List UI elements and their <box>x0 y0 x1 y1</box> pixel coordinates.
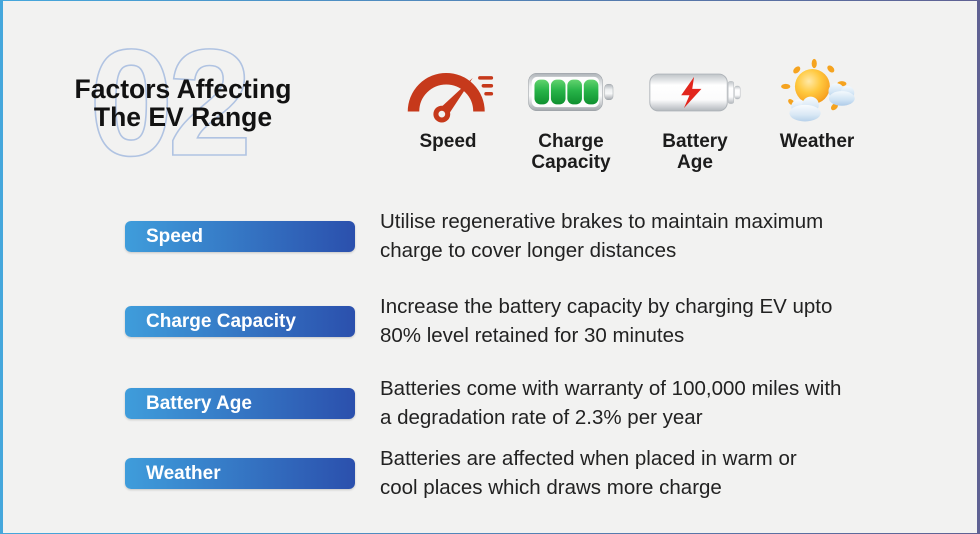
description-line: cool places which draws more charge <box>380 476 722 499</box>
description-line: Increase the battery capacity by chargin… <box>380 295 833 318</box>
factor-button-speed[interactable]: Speed <box>125 221 355 252</box>
factor-row-battery-age: Battery Age Batteries come with warranty… <box>125 374 955 440</box>
factor-description-charge-capacity: Increase the battery capacity by chargin… <box>380 292 908 350</box>
battery-age-icon <box>633 59 757 125</box>
description-line: Utilise regenerative brakes to maintain … <box>380 210 824 233</box>
page-title: Factors Affecting The EV Range <box>15 75 351 131</box>
icon-item-battery-age: Battery Age <box>633 59 757 173</box>
icon-label-battery-age: Battery Age <box>662 131 728 173</box>
factor-row-speed: Speed Utilise regenerative brakes to mai… <box>125 207 955 273</box>
section-number: 02 <box>88 18 253 188</box>
charge-capacity-battery-icon <box>509 59 633 125</box>
icon-item-speed: Speed <box>386 59 510 152</box>
factor-row-weather: Weather Batteries are affected when plac… <box>125 444 955 510</box>
description-line: Batteries come with warranty of 100,000 … <box>380 377 842 400</box>
factor-button-charge-capacity[interactable]: Charge Capacity <box>125 306 355 337</box>
factor-button-battery-age[interactable]: Battery Age <box>125 388 355 419</box>
description-line: charge to cover longer distances <box>380 239 677 262</box>
icon-label-charge-capacity: Charge Capacity <box>531 131 611 173</box>
icon-label-speed: Speed <box>419 131 477 152</box>
factor-row-charge-capacity: Charge Capacity Increase the battery cap… <box>125 292 955 358</box>
description-line: Batteries are affected when placed in wa… <box>380 447 797 470</box>
speedometer-icon <box>386 59 510 125</box>
factor-description-weather: Batteries are affected when placed in wa… <box>380 444 908 502</box>
factor-description-battery-age: Batteries come with warranty of 100,000 … <box>380 374 908 432</box>
description-line: 80% level retained for 30 minutes <box>380 324 685 347</box>
icon-item-charge-capacity: Charge Capacity <box>509 59 633 173</box>
factor-description-speed: Utilise regenerative brakes to maintain … <box>380 207 908 265</box>
factor-button-weather[interactable]: Weather <box>125 458 355 489</box>
page-title-line1: Factors Affecting <box>74 74 292 104</box>
page-title-line2: The EV Range <box>93 102 273 132</box>
icon-item-weather: Weather <box>755 58 879 152</box>
icon-label-weather: Weather <box>779 131 855 152</box>
description-line: a degradation rate of 2.3% per year <box>380 406 703 429</box>
weather-icon <box>755 58 879 125</box>
